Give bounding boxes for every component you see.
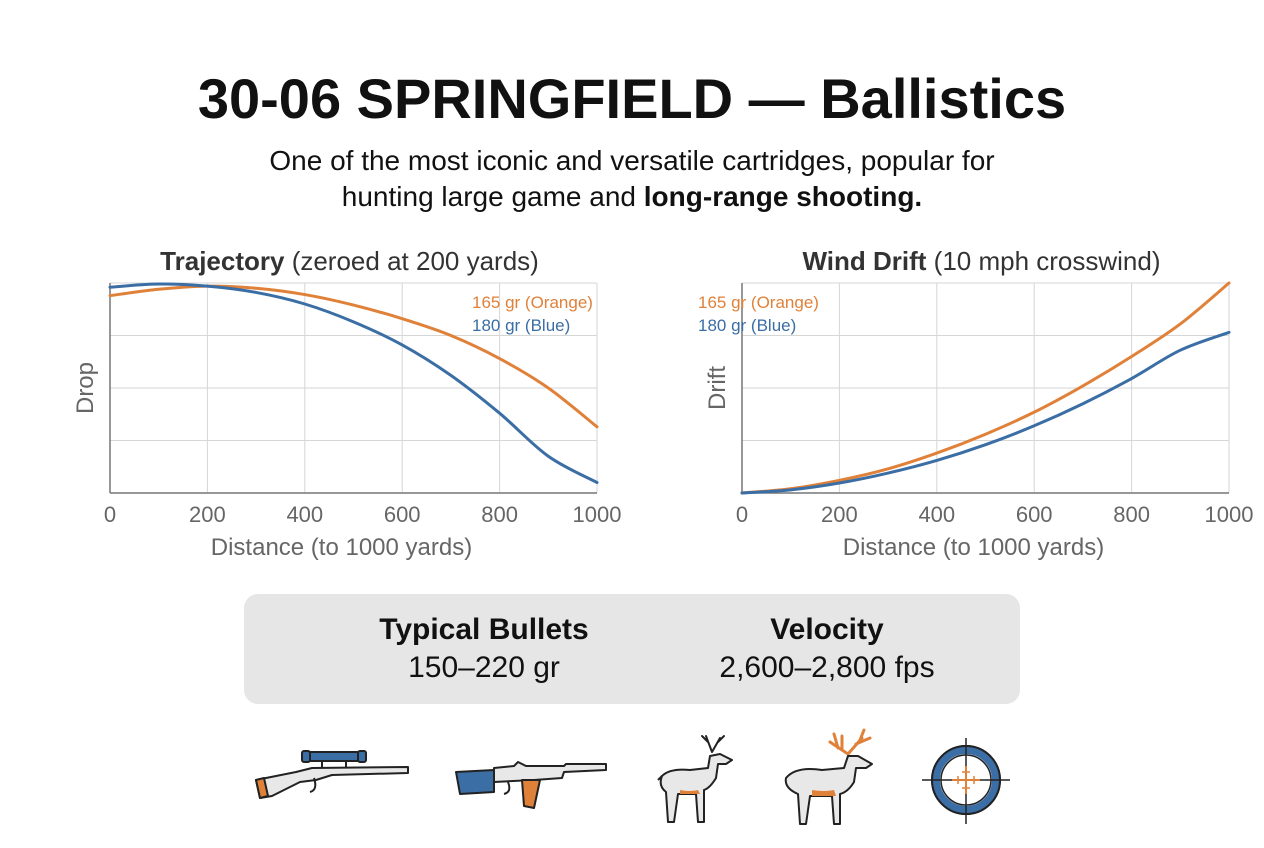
trajectory-chart: Trajectory (zeroed at 200 yards) 0 200 400 6… <box>72 246 622 561</box>
chart-title-subtitle: (10 mph crosswind) <box>926 246 1160 276</box>
legend-entry: 180 gr (Blue) <box>698 316 796 335</box>
chart-title-subtitle: (zeroed at 200 yards) <box>284 246 538 276</box>
chart-title: Wind Drift (10 mph crosswind) <box>802 246 1160 276</box>
series-line <box>740 281 1231 495</box>
y-axis-label: Drop <box>72 362 99 414</box>
battle-rifle-icon <box>455 761 607 809</box>
deer-icon <box>657 735 733 823</box>
typical-bullets-label: Typical Bullets <box>379 613 589 646</box>
x-tick-label: 600 <box>1016 502 1053 527</box>
x-tick-label: 1000 <box>1205 502 1254 527</box>
series-line <box>108 284 599 429</box>
x-tick-label: 400 <box>286 502 323 527</box>
chart-title: Trajectory (zeroed at 200 yards) <box>160 246 539 276</box>
crosshair-scope-icon <box>922 738 1010 824</box>
wind-drift-chart: Wind Drift (10 mph crosswind) 0 200 400 600 8… <box>698 246 1254 561</box>
subtitle-line-2-bold: long-range shooting. <box>643 181 923 212</box>
y-axis-label: Drift <box>704 366 731 410</box>
subtitle-line-2: hunting large game and long-range shooti… <box>0 179 1264 215</box>
x-tick-label: 200 <box>821 502 858 527</box>
x-tick-label: 600 <box>384 502 421 527</box>
x-tick-label: 400 <box>918 502 955 527</box>
page-title: 30-06 SPRINGFIELD — Ballistics <box>197 67 1067 130</box>
series-line <box>108 282 599 484</box>
x-axis-label: Distance (to 1000 yards) <box>843 534 1104 561</box>
typical-bullets-value: 150–220 gr <box>408 651 560 684</box>
velocity-label: Velocity <box>770 613 884 646</box>
x-tick-label: 0 <box>736 502 748 527</box>
stats-panel: Typical Bullets 150–220 gr Velocity 2,60… <box>244 594 1020 704</box>
x-tick-label: 800 <box>1113 502 1150 527</box>
x-tick-label: 0 <box>104 502 116 527</box>
legend-entry: 165 gr (Orange) <box>472 293 593 312</box>
typical-bullets-stat: Typical Bullets 150–220 gr <box>334 612 634 688</box>
elk-icon <box>784 728 873 825</box>
x-tick-label: 200 <box>189 502 226 527</box>
icon-row <box>0 722 1264 832</box>
series-line <box>740 330 1231 495</box>
subtitle-line-2-plain: hunting large game and <box>341 181 644 212</box>
chart-title-main: Trajectory <box>160 246 285 276</box>
x-tick-label: 1000 <box>573 502 622 527</box>
scoped-rifle-icon <box>255 750 409 799</box>
chart-title-main: Wind Drift <box>802 246 926 276</box>
x-tick-label: 800 <box>481 502 518 527</box>
x-axis-label: Distance (to 1000 yards) <box>211 534 472 561</box>
subtitle-line-1: One of the most iconic and versatile car… <box>269 145 995 176</box>
velocity-stat: Velocity 2,600–2,800 fps <box>677 612 977 688</box>
page-subtitle: One of the most iconic and versatile car… <box>0 143 1264 215</box>
legend-entry: 165 gr (Orange) <box>698 293 819 312</box>
velocity-value: 2,600–2,800 fps <box>719 651 935 684</box>
legend-entry: 180 gr (Blue) <box>472 316 570 335</box>
